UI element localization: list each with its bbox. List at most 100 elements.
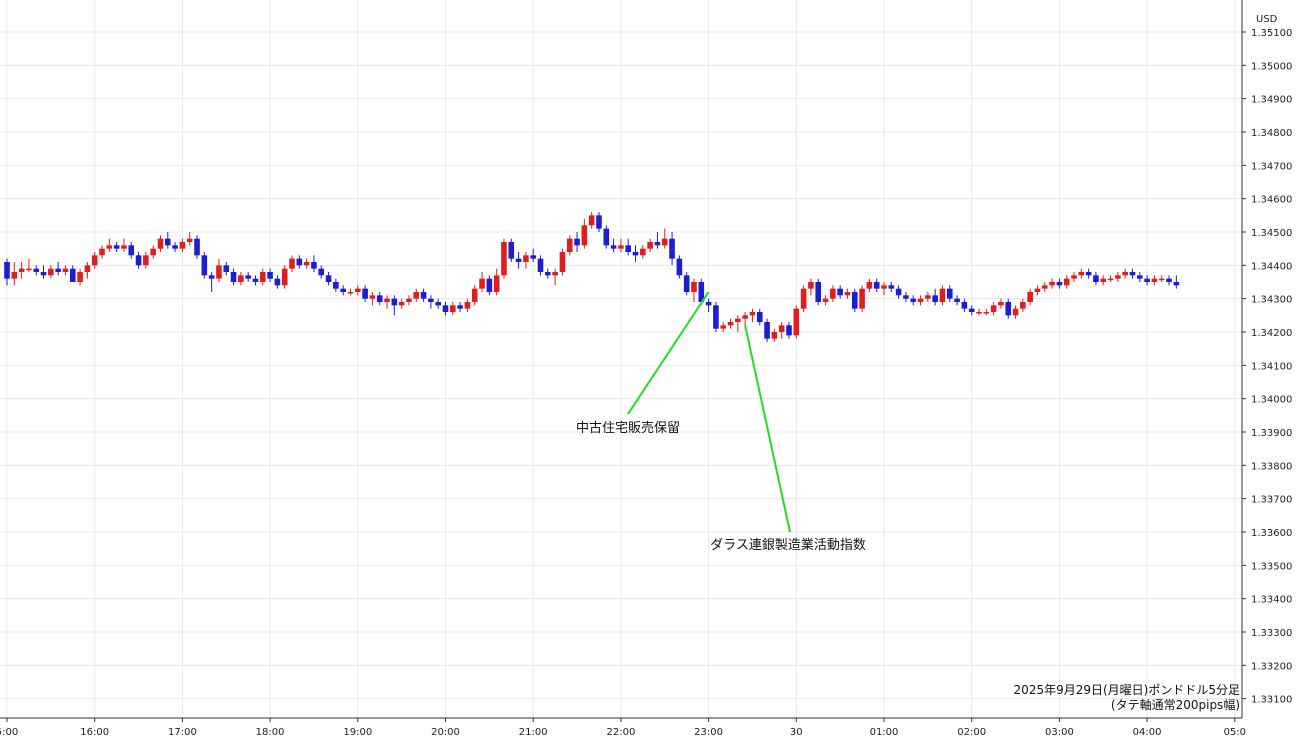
candle bbox=[479, 272, 485, 292]
candle bbox=[1136, 272, 1143, 282]
candle bbox=[157, 235, 164, 252]
candle bbox=[632, 245, 639, 262]
annotation-label: ダラス連銀製造業活動指数 bbox=[710, 537, 866, 553]
candle bbox=[223, 262, 230, 276]
candle bbox=[172, 242, 178, 252]
candle bbox=[194, 235, 200, 259]
candle-body bbox=[596, 215, 602, 229]
candle-body bbox=[223, 265, 230, 272]
candle-body bbox=[932, 295, 938, 302]
candle-body bbox=[654, 242, 661, 246]
candle-body bbox=[939, 288, 946, 302]
candle-body bbox=[333, 282, 339, 289]
annotation-leader-line bbox=[627, 291, 710, 415]
y-tick-label: 1.33300 bbox=[1251, 628, 1292, 639]
y-tick-label: 1.33800 bbox=[1251, 461, 1292, 472]
candle bbox=[318, 265, 325, 279]
x-tick-label: 02:00 bbox=[957, 727, 986, 738]
candle-body bbox=[128, 245, 135, 256]
candle-body bbox=[172, 245, 178, 249]
candle bbox=[267, 268, 273, 282]
candle bbox=[238, 272, 244, 286]
candle-body bbox=[1115, 275, 1121, 279]
candle bbox=[281, 265, 288, 289]
candle bbox=[881, 282, 887, 296]
candle-body bbox=[18, 268, 25, 272]
candle bbox=[55, 262, 61, 276]
x-tick-label: 05:0 bbox=[1224, 727, 1246, 738]
candle-body bbox=[640, 248, 646, 256]
chart-subtitle: (タテ軸通常200pips幅) bbox=[1111, 697, 1240, 712]
candle bbox=[552, 268, 558, 286]
candle-body bbox=[413, 292, 420, 299]
y-unit-label: USD bbox=[1256, 14, 1278, 25]
candle bbox=[208, 272, 215, 292]
candle-body bbox=[851, 292, 858, 309]
x-tick-label: 16:00 bbox=[80, 727, 109, 738]
candle bbox=[384, 295, 390, 309]
candle bbox=[186, 232, 193, 246]
candle bbox=[713, 302, 719, 332]
x-tick-label: 23:00 bbox=[694, 727, 723, 738]
candle-body bbox=[676, 258, 683, 276]
candle bbox=[245, 272, 251, 282]
candle-body bbox=[245, 275, 251, 279]
candle bbox=[968, 305, 975, 316]
candle-body bbox=[486, 278, 493, 292]
candle-body bbox=[552, 272, 558, 276]
candle bbox=[530, 248, 536, 262]
y-tick-label: 1.35000 bbox=[1251, 61, 1292, 72]
y-tick-label: 1.33200 bbox=[1251, 661, 1292, 672]
candle-body bbox=[1012, 308, 1019, 316]
candle bbox=[164, 232, 171, 249]
candle-body bbox=[983, 312, 990, 314]
candle bbox=[508, 238, 515, 262]
candle bbox=[11, 262, 18, 286]
candle bbox=[691, 278, 697, 302]
candle bbox=[135, 252, 142, 269]
candle-body bbox=[990, 305, 997, 312]
candle bbox=[1034, 285, 1041, 296]
candle-body bbox=[501, 242, 507, 276]
candle bbox=[128, 242, 135, 259]
candle bbox=[566, 235, 573, 256]
candle bbox=[654, 232, 661, 249]
candle bbox=[274, 275, 281, 289]
candle bbox=[990, 302, 997, 316]
candle bbox=[764, 318, 770, 342]
grid-lines bbox=[0, 0, 1242, 718]
candle-body bbox=[303, 262, 310, 266]
candle-body bbox=[1173, 282, 1180, 286]
candle-body bbox=[749, 312, 756, 316]
candle-body bbox=[742, 315, 748, 319]
y-tick-label: 1.34000 bbox=[1251, 395, 1292, 406]
candle bbox=[179, 238, 186, 252]
candle bbox=[515, 252, 522, 269]
candle-body bbox=[1049, 282, 1055, 286]
candle bbox=[1012, 305, 1019, 319]
candle-body bbox=[369, 295, 376, 299]
candle bbox=[1115, 272, 1121, 282]
candle bbox=[91, 252, 98, 269]
candle bbox=[340, 285, 346, 296]
candle bbox=[808, 278, 814, 296]
candle bbox=[259, 268, 266, 286]
y-tick-label: 1.34600 bbox=[1251, 195, 1292, 206]
candle bbox=[610, 238, 617, 252]
candle bbox=[1144, 275, 1150, 286]
candle-body bbox=[545, 272, 551, 276]
candle bbox=[895, 285, 902, 299]
candle bbox=[99, 245, 105, 259]
candle-body bbox=[442, 305, 449, 312]
x-tick-label: 5:00 bbox=[0, 727, 18, 738]
candle bbox=[376, 292, 383, 306]
candle bbox=[493, 268, 500, 296]
candle-body bbox=[756, 312, 763, 322]
candle-body bbox=[1085, 272, 1092, 276]
candle-body bbox=[888, 285, 895, 289]
candle bbox=[442, 302, 449, 316]
candle bbox=[1041, 282, 1048, 292]
candle-body bbox=[84, 265, 91, 272]
candle-body bbox=[903, 295, 909, 299]
candle bbox=[720, 322, 727, 332]
